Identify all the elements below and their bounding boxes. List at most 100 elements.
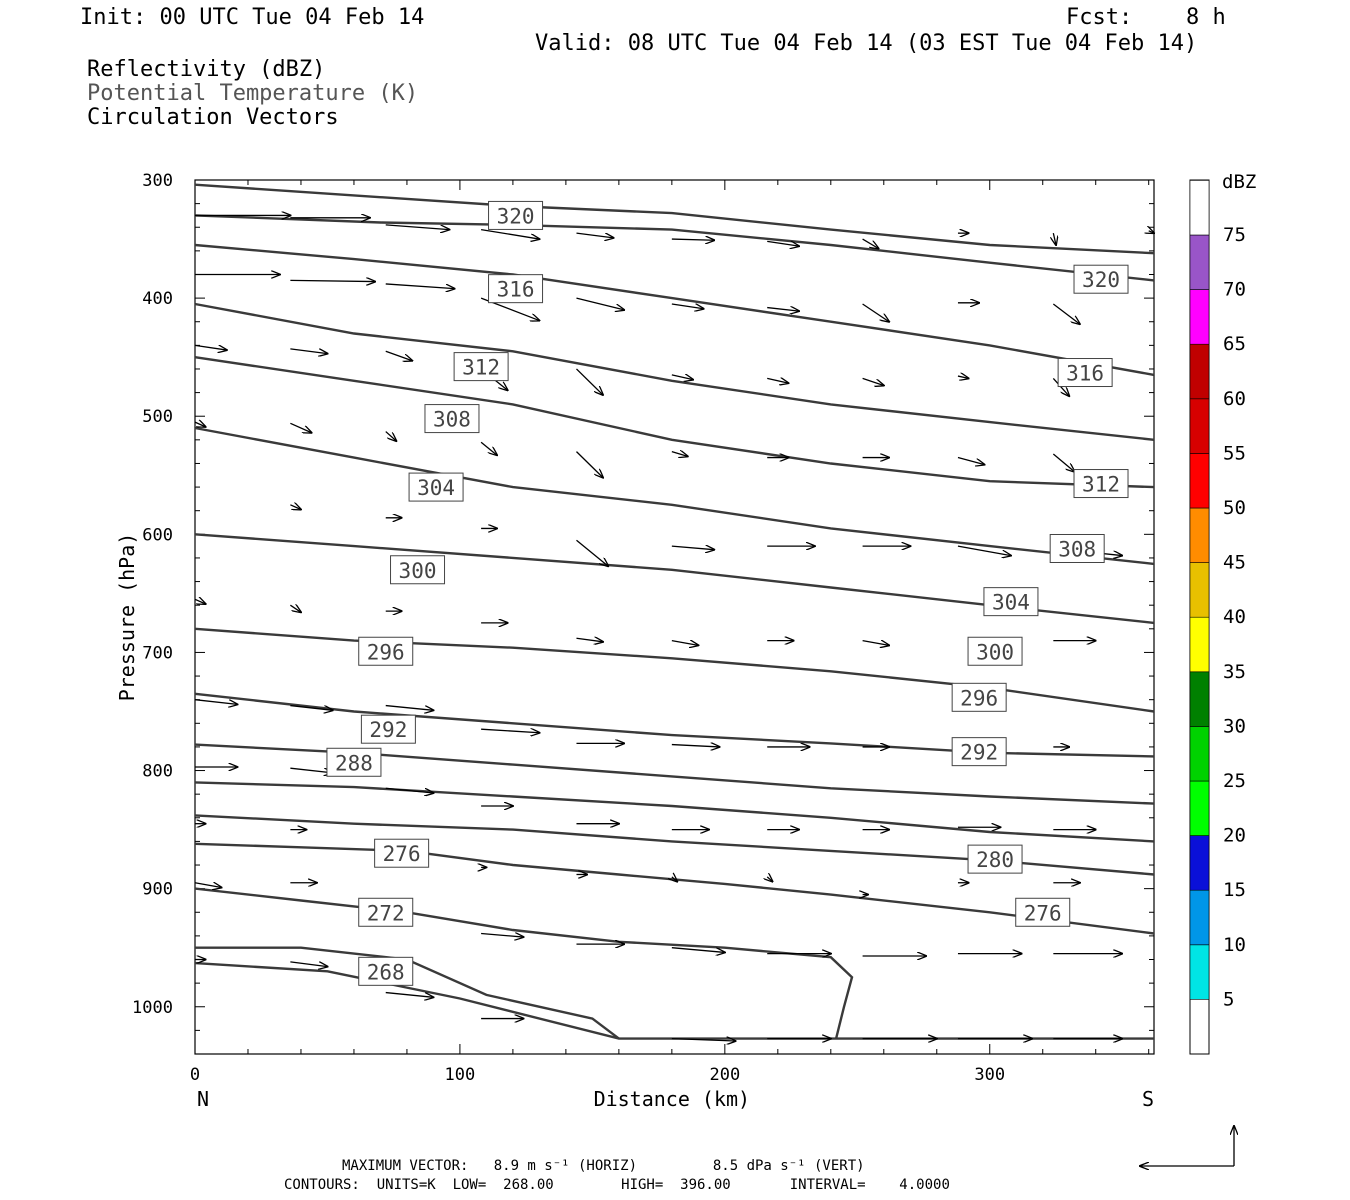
circulation-vector xyxy=(385,704,434,711)
colorbar-label-50: 50 xyxy=(1223,497,1246,519)
circulation-vector xyxy=(290,704,332,711)
colorbar-label-10: 10 xyxy=(1223,934,1246,956)
contour-label-276: 276 xyxy=(1024,901,1062,925)
circulation-vector xyxy=(1052,303,1079,324)
colorbar-segment-10 xyxy=(1189,889,1210,946)
contour-label-308-box xyxy=(424,404,480,434)
circulation-vector xyxy=(480,441,497,455)
colorbar-segment-65 xyxy=(1189,289,1210,345)
contour-label-308-box xyxy=(1049,533,1105,563)
colorbar-segment-20 xyxy=(1189,780,1210,836)
y-tick-label: 1000 xyxy=(132,998,173,1018)
endpoint-north: N xyxy=(197,1087,209,1111)
theta-contour-292 xyxy=(194,961,1154,1040)
circulation-vector xyxy=(862,377,884,385)
contour-label-276-box xyxy=(1015,897,1071,927)
x-tick-label: 100 xyxy=(445,1065,476,1085)
circulation-vector xyxy=(767,877,772,882)
x-tick-label: 200 xyxy=(709,1065,740,1085)
circulation-vector xyxy=(671,375,693,380)
contour-label-276-box xyxy=(374,838,430,868)
circulation-vector xyxy=(671,303,704,309)
valid-time: Valid: 08 UTC Tue 04 Feb 14 (03 EST Tue … xyxy=(535,31,1198,56)
colorbar-label-70: 70 xyxy=(1223,279,1246,301)
circulation-vector xyxy=(671,947,725,953)
circulation-vector xyxy=(481,934,523,938)
colorbar-segment-15 xyxy=(1189,835,1210,891)
y-tick-label: 700 xyxy=(142,643,173,663)
contour-label-316: 316 xyxy=(497,278,535,302)
colorbar-label-65: 65 xyxy=(1223,333,1246,355)
colorbar-label-45: 45 xyxy=(1223,552,1246,574)
colorbar-label-30: 30 xyxy=(1223,715,1246,737)
colorbar-segment-55 xyxy=(1189,398,1210,454)
contour-label-280: 280 xyxy=(976,848,1014,872)
colorbar-segment-45 xyxy=(1189,507,1210,563)
theta-contour-312 xyxy=(194,426,1155,566)
colorbar-segment-30 xyxy=(1189,671,1210,727)
y-tick-label: 600 xyxy=(142,525,173,545)
circulation-vector xyxy=(767,308,799,312)
contour-label-316-box xyxy=(1057,358,1113,388)
colorbar-segment-50 xyxy=(1189,453,1210,509)
circulation-vector xyxy=(862,303,889,322)
theta-contour-292 xyxy=(195,946,620,1040)
colorbar-label-25: 25 xyxy=(1223,770,1246,792)
contour-label-292-box xyxy=(360,714,416,744)
contour-label-316: 316 xyxy=(1066,362,1104,386)
circulation-vector xyxy=(385,991,434,998)
circulation-vector xyxy=(385,431,397,441)
circulation-vector xyxy=(290,961,327,967)
endpoint-south: S xyxy=(1142,1087,1154,1111)
circulation-vector xyxy=(671,641,698,646)
contour-label-304: 304 xyxy=(417,476,455,500)
contour-label-272: 272 xyxy=(367,901,405,925)
circulation-vector xyxy=(672,877,677,882)
contour-label-276: 276 xyxy=(383,842,421,866)
circulation-vector xyxy=(671,745,720,747)
circulation-vector xyxy=(290,767,332,773)
field-circulation-vectors: Circulation Vectors xyxy=(87,105,339,130)
contour-label-268-box xyxy=(358,956,414,986)
contour-label-296: 296 xyxy=(367,640,405,664)
x-tick-label: 0 xyxy=(190,1065,200,1085)
colorbar-segment-25 xyxy=(1189,726,1210,782)
contour-label-292-box xyxy=(951,737,1007,767)
theta-contour-304 xyxy=(194,692,1155,758)
contour-label-316-box xyxy=(488,274,544,304)
circulation-vector xyxy=(194,883,221,888)
x-tick-label: 300 xyxy=(974,1065,1005,1085)
theta-contour-296 xyxy=(194,842,1155,935)
y-tick-label: 400 xyxy=(142,289,173,309)
circulation-vector xyxy=(576,451,602,478)
circulation-vector xyxy=(385,787,434,793)
circulation-vector xyxy=(767,378,788,383)
contour-label-312-box xyxy=(1073,469,1129,499)
colorbar-label-40: 40 xyxy=(1223,606,1246,628)
colorbar-label-35: 35 xyxy=(1223,661,1246,683)
colorbar-segment-75 xyxy=(1189,180,1210,236)
y-tick-label: 300 xyxy=(142,171,173,191)
contour-label-312-box xyxy=(453,352,509,382)
y-tick-label: 500 xyxy=(142,407,173,427)
circulation-vector xyxy=(576,232,613,238)
colorbar-segment-70 xyxy=(1189,234,1210,290)
contour-label-288-box xyxy=(326,747,382,777)
contour-label-320: 320 xyxy=(497,204,535,228)
contour-label-320: 320 xyxy=(1082,268,1120,292)
forecast-hours: 8 h xyxy=(1186,5,1226,30)
contour-label-272-box xyxy=(358,897,414,927)
init-time: Init: 00 UTC Tue 04 Feb 14 xyxy=(80,5,425,30)
circulation-vector xyxy=(290,348,327,354)
circulation-vector xyxy=(290,605,301,612)
circulation-vector xyxy=(385,283,455,289)
contour-label-280-box xyxy=(967,844,1023,874)
theta-contour-316 xyxy=(194,243,1155,377)
contour-label-292: 292 xyxy=(960,741,998,765)
circulation-vector xyxy=(194,422,206,427)
circulation-vector xyxy=(1053,233,1056,245)
contour-label-320-box xyxy=(488,200,544,230)
circulation-vector xyxy=(481,729,539,733)
contour-label-300: 300 xyxy=(399,559,437,583)
